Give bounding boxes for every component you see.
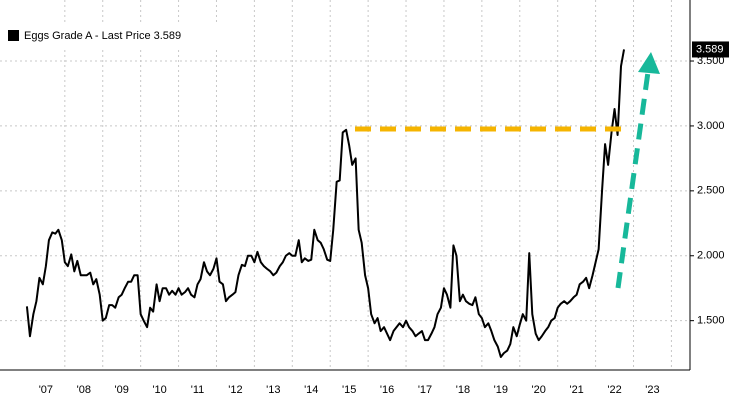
y-tick-label: 3.000 bbox=[697, 120, 725, 132]
x-tick-label: '13 bbox=[266, 384, 280, 396]
x-tick-label: '19 bbox=[494, 384, 508, 396]
y-tick-label: 1.500 bbox=[697, 315, 725, 327]
legend-swatch bbox=[8, 30, 19, 41]
y-tick-label: 2.500 bbox=[697, 185, 725, 197]
price-line bbox=[25, 49, 626, 359]
x-tick-label: '10 bbox=[152, 384, 166, 396]
x-tick-label: '08 bbox=[77, 384, 91, 396]
legend-label: Eggs Grade A - Last Price 3.589 bbox=[24, 30, 181, 42]
x-tick-label: '15 bbox=[342, 384, 356, 396]
x-tick-label: '12 bbox=[228, 384, 242, 396]
x-tick-label: '20 bbox=[532, 384, 546, 396]
x-tick-label: '07 bbox=[39, 384, 53, 396]
x-tick-label: '22 bbox=[607, 384, 621, 396]
x-tick-label: '23 bbox=[645, 384, 659, 396]
last-price-box bbox=[692, 41, 729, 58]
x-tick-label: '14 bbox=[304, 384, 318, 396]
y-tick-label: 2.000 bbox=[697, 250, 725, 262]
x-tick-label: '21 bbox=[569, 384, 583, 396]
trend-arrow-head bbox=[638, 52, 660, 74]
legend-box bbox=[3, 24, 224, 47]
x-tick-label: '09 bbox=[115, 384, 129, 396]
y-tick-label: 3.500 bbox=[697, 55, 725, 67]
trend-arrow bbox=[615, 71, 651, 289]
x-tick-label: '11 bbox=[191, 384, 205, 396]
last-price-label: 3.589 bbox=[696, 43, 724, 55]
x-tick-label: '16 bbox=[380, 384, 394, 396]
x-tick-label: '17 bbox=[418, 384, 432, 396]
x-tick-label: '18 bbox=[456, 384, 470, 396]
